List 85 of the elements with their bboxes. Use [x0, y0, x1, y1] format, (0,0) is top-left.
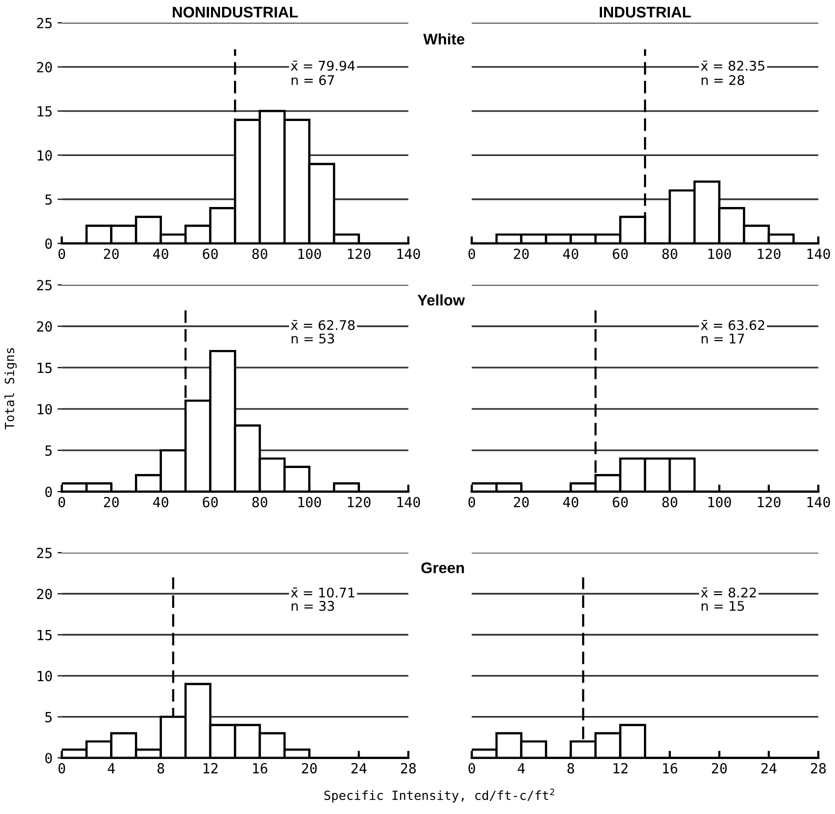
x-tick-label: 20: [514, 248, 529, 260]
x-tick-label: 120: [348, 496, 370, 508]
x-tick-label: 40: [153, 248, 168, 260]
y-tick-label: 5: [45, 712, 52, 722]
x-tick-label: 0: [58, 496, 66, 508]
y-tick-label: 20: [37, 321, 52, 332]
x-tick-label: 20: [712, 763, 727, 774]
x-tick-label: 0: [468, 248, 476, 260]
y-tick-label: 20: [37, 62, 52, 72]
annotation: x̄ = 79.94: [290, 60, 355, 71]
x-tick-label: 40: [153, 496, 168, 508]
x-tick-label: 120: [758, 496, 780, 508]
annotation: n = 17: [702, 334, 744, 344]
y-tick-label: 15: [38, 362, 52, 374]
x-tick-label: 60: [202, 248, 218, 260]
x-tick-label: 100: [298, 496, 321, 508]
x-tick-label: 20: [302, 763, 317, 774]
x-tick-label: 80: [662, 496, 678, 508]
x-tick-label: 60: [202, 496, 218, 508]
annotation: n = 28: [702, 75, 744, 86]
annotation: x̄ = 10.71: [290, 588, 354, 598]
x-tick-label: 140: [397, 248, 420, 260]
annotation: x̄ = 8.22: [700, 588, 756, 598]
annotation: x̄ = 63.62: [700, 320, 764, 330]
x-tick-label: 120: [758, 248, 780, 260]
x-tick-label: 100: [298, 248, 321, 260]
y-tick-label: 10: [38, 404, 52, 414]
x-tick-label: 12: [204, 763, 218, 774]
x-tick-label: 24: [351, 763, 367, 774]
annotation: n = 67: [292, 75, 334, 86]
y-tick-label: 10: [38, 150, 52, 161]
chart-subtitle: Yellow: [418, 294, 465, 306]
x-tick-label: 60: [612, 248, 628, 260]
y-tick-label: 0: [45, 752, 52, 764]
annotation: n = 53: [292, 334, 334, 344]
x-tick-label: 100: [708, 496, 731, 508]
text: White: [423, 33, 464, 45]
x-tick-label: 4: [108, 763, 115, 774]
x-tick-label: 100: [708, 248, 731, 260]
x-tick-label: 0: [468, 496, 476, 508]
annotation: x̄ = 62.78: [290, 320, 355, 330]
x-tick-label: 140: [397, 496, 420, 508]
x-tick-label: 16: [663, 763, 678, 774]
x-tick-label: 12: [614, 763, 628, 774]
y-tick-label: 25: [37, 18, 52, 28]
y-tick-label: 20: [37, 588, 52, 600]
y-tick-label: 0: [45, 238, 52, 249]
x-tick-label: 28: [810, 763, 826, 774]
x-tick-label: 20: [104, 496, 119, 508]
y-tick-label: 5: [45, 445, 52, 456]
x-tick-label: 28: [400, 763, 416, 774]
y-tick-label: 10: [38, 670, 52, 682]
y-tick-label: 15: [38, 106, 52, 117]
x-tick-label: 8: [158, 763, 164, 774]
x-tick-label: 120: [348, 248, 370, 260]
y-axis-title: Total Signs: [4, 348, 17, 430]
x-tick-label: 8: [567, 763, 574, 774]
annotation: n = 33: [292, 600, 334, 611]
y-tick-label: 0: [45, 486, 52, 498]
x-tick-label: 20: [514, 496, 529, 508]
x-tick-label: 140: [807, 496, 830, 508]
x-tick-label: 16: [253, 763, 268, 774]
x-tick-label: 140: [807, 248, 830, 260]
chart-title: INDUSTRIAL: [600, 6, 691, 18]
x-tick-label: 4: [518, 763, 525, 774]
y-tick-label: 25: [37, 280, 52, 290]
x-tick-label: 24: [761, 763, 776, 774]
x-tick-label: 40: [563, 248, 578, 260]
annotation: n = 15: [702, 601, 744, 611]
chart-subtitle: Green: [421, 562, 464, 574]
x-tick-label: 80: [252, 496, 268, 508]
x-tick-label: 0: [58, 763, 66, 774]
x-tick-label: 0: [468, 763, 476, 774]
chart-title: NONINDUSTRIAL: [172, 6, 298, 18]
x-tick-label: 80: [662, 248, 678, 260]
x-tick-label: 60: [612, 496, 628, 508]
y-tick-label: 25: [37, 548, 52, 558]
annotation: x̄ = 82.35: [700, 60, 764, 71]
x-tick-label: 0: [58, 248, 66, 260]
x-tick-label: 40: [563, 496, 578, 508]
x-tick-label: 20: [104, 248, 119, 260]
x-tick-label: 80: [252, 248, 268, 260]
x-axis-title: Specific Intensity, cd/ft-c/ft$^{2}$: [324, 788, 554, 802]
y-tick-label: 5: [45, 194, 52, 205]
y-tick-label: 15: [38, 630, 52, 640]
